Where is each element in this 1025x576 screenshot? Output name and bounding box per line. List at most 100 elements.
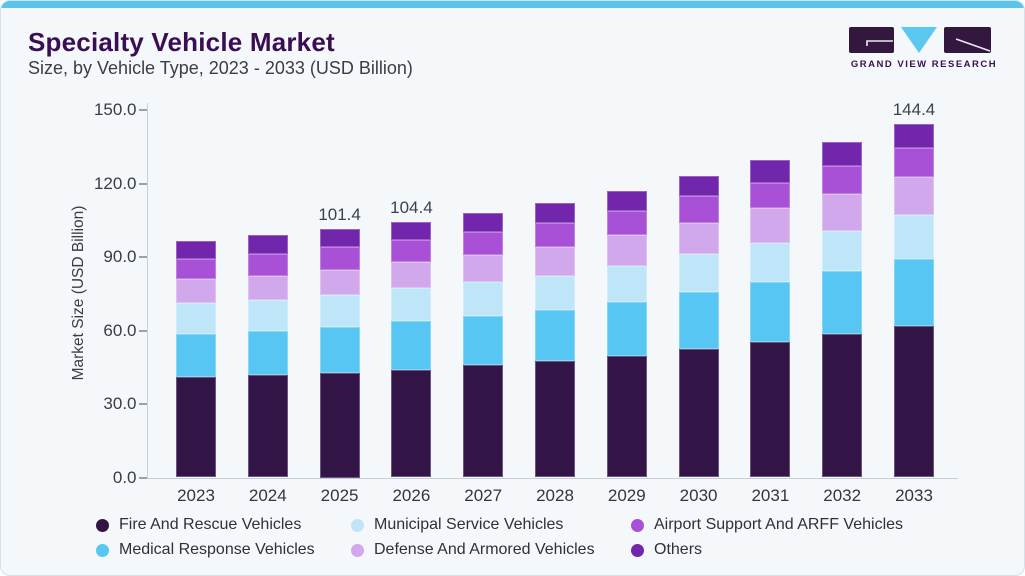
y-tick-mark	[138, 329, 147, 332]
bar-segment	[463, 213, 504, 232]
bar-segment	[535, 222, 575, 247]
x-tick-label: 2030	[679, 485, 718, 505]
bar-segment	[606, 301, 647, 357]
legend-label: Medical Response Vehicles	[119, 541, 315, 558]
bar-segment	[391, 288, 432, 321]
x-tick-label: 2027	[464, 485, 503, 505]
bar-segment	[463, 365, 504, 478]
bar-segment	[176, 376, 216, 478]
x-tick-label: 2024	[248, 485, 287, 505]
bar-segment	[319, 295, 360, 328]
bar-total-label: 104.4	[390, 197, 433, 217]
bar-segment	[176, 258, 216, 280]
bar-segment	[894, 147, 934, 178]
y-tick-mark	[138, 476, 147, 479]
bar-segment	[247, 375, 288, 478]
bar-segment	[894, 123, 934, 148]
x-tick-label: 2025	[320, 485, 359, 505]
bar-segment	[247, 299, 288, 331]
legend-dot	[96, 543, 109, 557]
logo-g-mark	[849, 27, 894, 53]
accent-top-bar	[1, 1, 1024, 8]
bar-segment	[750, 182, 791, 208]
bar-segment	[535, 203, 575, 223]
x-tick-label: 2032	[823, 485, 862, 505]
gvr-logo: GRAND VIEW RESEARCH	[849, 27, 999, 70]
legend-item: Fire And Rescue Vehicles	[96, 516, 301, 534]
bar-segment	[678, 195, 719, 224]
bar-segment	[750, 342, 791, 478]
legend-dot	[351, 518, 364, 532]
bar-segment	[176, 279, 216, 304]
bar-segment	[822, 231, 863, 272]
bar-segment	[822, 271, 863, 335]
bar-segment	[750, 281, 791, 342]
bar-segment	[606, 210, 647, 236]
y-tick-label: 30.0	[103, 394, 137, 413]
bar-segment	[678, 348, 719, 478]
y-tick-label: 150.0	[93, 100, 137, 119]
bar-segment	[391, 240, 432, 262]
bar-segment	[750, 207, 791, 244]
bar-segment	[678, 254, 719, 293]
bar-segment	[678, 223, 719, 255]
bar-segment	[535, 310, 575, 361]
bar-segment	[176, 334, 216, 377]
legend-item: Airport Support And ARFF Vehicles	[631, 516, 903, 534]
y-tick-label: 120.0	[93, 173, 137, 193]
logo-v-mark	[901, 27, 937, 53]
legend-label: Airport Support And ARFF Vehicles	[654, 516, 904, 533]
y-axis-line	[146, 103, 148, 478]
logo-text: GRAND VIEW RESEARCH	[850, 59, 998, 70]
bar-segment	[606, 356, 647, 478]
bar-segment	[391, 320, 432, 370]
x-axis-line	[146, 477, 958, 479]
page-title: Specialty Vehicle Market	[28, 27, 335, 57]
y-tick-label: 60.0	[103, 320, 137, 340]
bar-segment	[463, 316, 504, 366]
bar-segment	[750, 159, 791, 183]
bar-segment	[463, 281, 504, 317]
bar-segment	[606, 235, 647, 266]
logo-g-glyph	[866, 40, 893, 46]
bar-segment	[391, 369, 432, 478]
x-tick-label: 2031	[751, 485, 790, 505]
bar-segment	[822, 142, 863, 166]
bar-segment	[247, 330, 288, 376]
legend-item: Others	[631, 541, 702, 559]
bar-segment	[750, 243, 791, 282]
bar-segment	[822, 334, 863, 478]
x-tick-label: 2028	[536, 485, 574, 505]
legend-item: Medical Response Vehicles	[96, 541, 315, 559]
page-subtitle: Size, by Vehicle Type, 2023 - 2033 (USD …	[28, 58, 413, 78]
bar-segment	[894, 259, 934, 327]
bar-segment	[391, 261, 432, 289]
bar-segment	[894, 215, 934, 260]
y-axis-title: Market Size (USD Billion)	[70, 205, 87, 381]
bar-segment	[463, 232, 504, 256]
bar-segment	[319, 327, 360, 374]
y-tick-mark	[138, 256, 147, 258]
legend-label: Municipal Service Vehicles	[374, 516, 564, 533]
bar-segment	[678, 175, 719, 196]
y-tick-label: 90.0	[103, 247, 137, 266]
y-tick-mark	[138, 403, 147, 405]
bar-segment	[894, 326, 934, 478]
logo-r-glyph	[955, 38, 991, 52]
legend-item: Defense And Armored Vehicles	[351, 541, 595, 559]
bar-segment	[535, 360, 575, 478]
legend-dot	[631, 543, 644, 557]
legend-label: Others	[654, 541, 703, 558]
bar-segment	[822, 193, 863, 232]
bar-segment	[678, 292, 719, 349]
legend-dot	[631, 518, 644, 532]
x-tick-label: 2023	[177, 485, 215, 505]
legend-dot	[351, 543, 364, 557]
bar-segment	[247, 254, 288, 276]
bar-segment	[176, 241, 216, 259]
bar-segment	[822, 165, 863, 194]
gvr-logo-marks	[849, 27, 991, 53]
y-tick-label: 0.0	[112, 467, 137, 487]
